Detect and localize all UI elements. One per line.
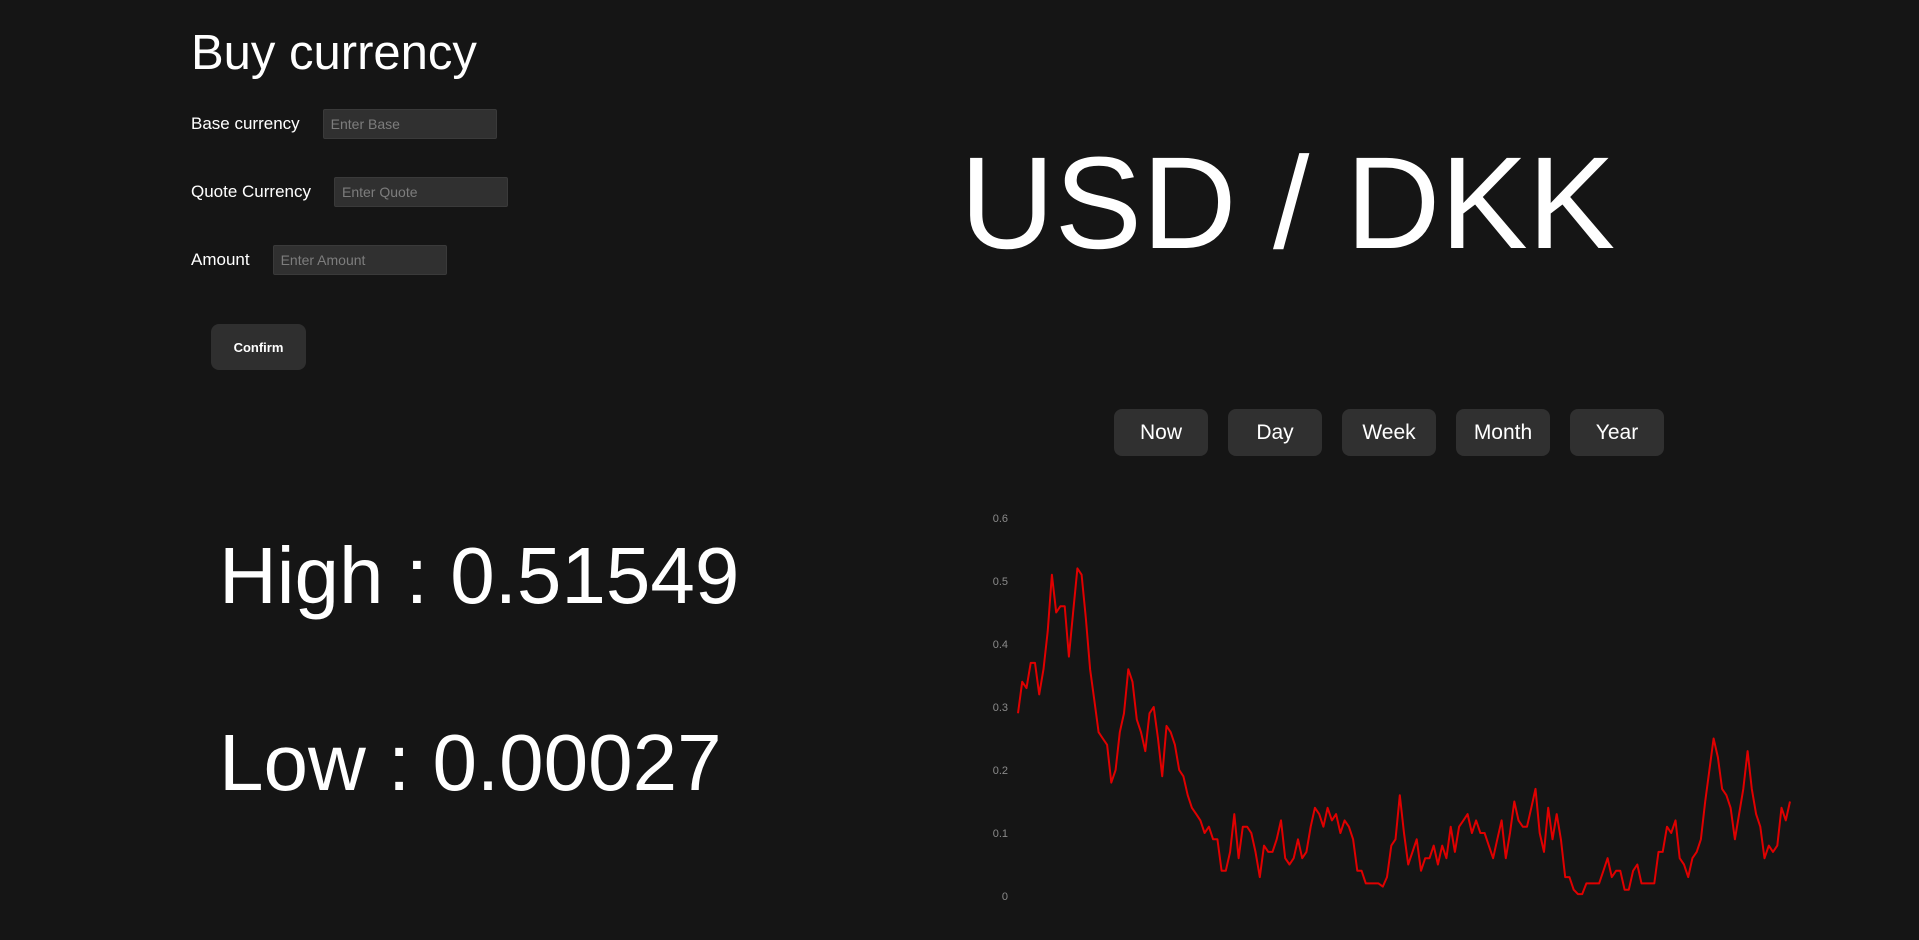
range-week-button[interactable]: Week: [1342, 409, 1436, 456]
y-tick-label: 0.4: [993, 639, 1008, 651]
y-tick-label: 0.5: [993, 576, 1008, 588]
range-now-button[interactable]: Now: [1114, 409, 1208, 456]
base-currency-label: Base currency: [191, 114, 300, 133]
currency-pair-title: USD / DKK: [960, 129, 1616, 276]
y-tick-label: 0.1: [993, 828, 1008, 840]
y-tick-label: 0.2: [993, 765, 1008, 777]
price-line-chart: 0 0.1 0.2 0.3 0.4 0.5 0.6: [993, 513, 1791, 903]
y-tick-label: 0.3: [993, 702, 1008, 714]
low-value: Low : 0.00027: [219, 718, 722, 807]
y-tick-label: 0: [1002, 891, 1008, 903]
range-year-button[interactable]: Year: [1570, 409, 1664, 456]
y-tick-label: 0.6: [993, 513, 1008, 525]
time-range-selector: Now Day Week Month Year: [1114, 409, 1684, 456]
amount-input[interactable]: [272, 245, 447, 275]
amount-row: Amount: [191, 245, 447, 275]
range-day-button[interactable]: Day: [1228, 409, 1322, 456]
quote-currency-label: Quote Currency: [191, 182, 311, 201]
buy-currency-title: Buy currency: [191, 26, 477, 80]
quote-currency-input[interactable]: [334, 177, 508, 207]
amount-label: Amount: [191, 250, 250, 269]
base-currency-input[interactable]: [322, 109, 497, 139]
quote-currency-row: Quote Currency: [191, 177, 508, 207]
price-series-line: [1017, 567, 1791, 896]
high-value: High : 0.51549: [219, 531, 740, 620]
confirm-button[interactable]: Confirm: [211, 324, 306, 370]
base-currency-row: Base currency: [191, 109, 497, 139]
range-month-button[interactable]: Month: [1456, 409, 1550, 456]
